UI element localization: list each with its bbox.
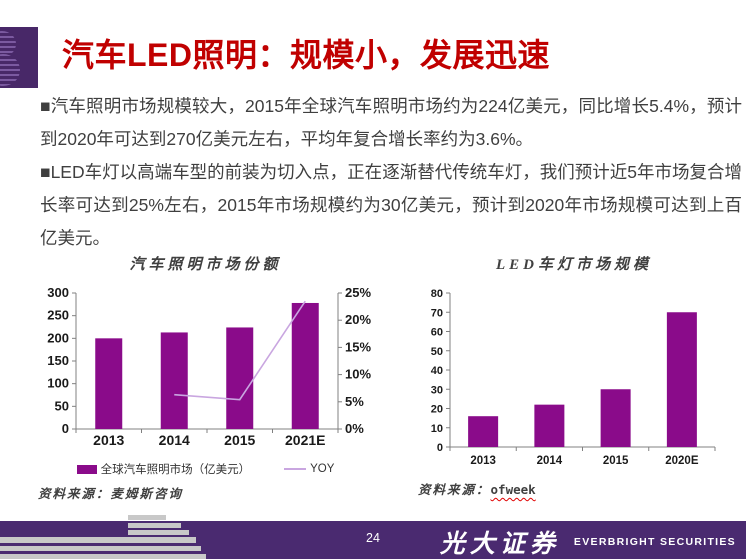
bar-series-swatch-icon <box>76 464 97 474</box>
svg-text:0: 0 <box>62 421 69 436</box>
footer-bar: 24 光大证券 EVERBRIGHT SECURITIES <box>0 515 746 559</box>
chart-title: LED车灯市场规模 <box>495 257 652 273</box>
svg-text:10: 10 <box>431 423 443 435</box>
chart-svg: 0 10 20 30 40 50 60 70 80 2013 2014 2015 2020E <box>431 288 716 467</box>
bar <box>160 332 188 429</box>
source-note: 资料来源：麦姆斯咨询 <box>38 487 184 501</box>
line-series-swatch-icon <box>284 468 307 470</box>
svg-text:15%: 15% <box>345 339 371 354</box>
source-label: 资料来源： <box>418 483 491 497</box>
chart-plot-area: 0 10 20 30 40 50 60 70 80 2013 2014 2015 2020E <box>418 275 730 476</box>
svg-text:2013: 2013 <box>470 455 496 467</box>
bar <box>468 416 499 447</box>
body-text: ■汽车照明市场规模较大，2015年全球汽车照明市场约为224亿美元，同比增长5.… <box>40 90 742 254</box>
svg-text:50: 50 <box>55 398 69 413</box>
svg-text:2013: 2013 <box>93 432 124 448</box>
brand-name-chinese: 光大证券 <box>439 531 560 558</box>
svg-text:5%: 5% <box>345 394 364 409</box>
brand-name-english: EVERBRIGHT SECURITIES <box>573 536 736 548</box>
chart-led-lamp-market: LED车灯市场规模 0 10 20 30 40 50 60 70 80 2013 2014 2015 2… <box>418 253 730 498</box>
source-value: ofweek <box>490 482 536 497</box>
svg-text:10%: 10% <box>345 367 371 382</box>
footer-steps-logo <box>128 515 166 520</box>
bullet-paragraph: ■LED车灯以高端车型的前装为切入点，正在逐渐替代传统车灯，我们预计近5年市场复… <box>40 161 742 248</box>
svg-text:250: 250 <box>47 308 69 323</box>
svg-text:300: 300 <box>47 285 69 300</box>
svg-text:2020E: 2020E <box>665 455 699 467</box>
svg-text:25%: 25% <box>345 285 371 300</box>
svg-text:40: 40 <box>431 365 443 377</box>
svg-text:60: 60 <box>431 327 443 339</box>
chart-svg: 0 50 100 150 200 250 300 0% 5% 10% 15% 20% 25% 2013 20… <box>47 285 371 448</box>
svg-text:70: 70 <box>431 307 443 319</box>
legend-label: 全球汽车照明市场（亿美元） <box>100 464 251 476</box>
footer-steps-logo <box>0 537 196 543</box>
brand-logo: 光大证券 EVERBRIGHT SECURITIES <box>440 524 736 559</box>
svg-text:0: 0 <box>437 442 443 454</box>
bar <box>291 302 319 429</box>
footer-steps-logo <box>128 530 189 535</box>
svg-text:2015: 2015 <box>603 455 629 467</box>
bar <box>534 404 565 447</box>
legend-item: YOY <box>284 463 334 475</box>
source-note: 资料来源：ofweek <box>418 479 730 498</box>
footer-steps-logo <box>128 523 181 528</box>
bar <box>666 312 697 447</box>
chart-legend: 全球汽车照明市场（亿美元） YOY <box>38 462 373 476</box>
footer-steps-logo <box>0 554 206 559</box>
legend-label: YOY <box>310 463 335 475</box>
svg-text:20: 20 <box>431 404 443 416</box>
chart-title: 汽车照明市场份额 <box>129 257 282 273</box>
svg-text:2021E: 2021E <box>285 432 325 448</box>
svg-text:0%: 0% <box>345 421 364 436</box>
line-series <box>174 300 306 401</box>
page-title: 汽车LED照明：规模小，发展迅速 <box>62 37 551 73</box>
chart-plot-area: 0 50 100 150 200 250 300 0% 5% 10% 15% 20% 25% 2013 20… <box>38 275 373 455</box>
svg-text:50: 50 <box>431 346 443 358</box>
svg-text:200: 200 <box>47 330 69 345</box>
logo-stripe-circle-icon <box>0 54 20 86</box>
bar <box>600 389 631 447</box>
corner-logo <box>0 27 38 88</box>
svg-text:2014: 2014 <box>159 432 190 448</box>
svg-text:80: 80 <box>431 288 443 300</box>
logo-stripe-circle-icon <box>0 31 16 57</box>
svg-text:150: 150 <box>47 353 69 368</box>
svg-text:20%: 20% <box>345 312 371 327</box>
page-number: 24 <box>366 531 380 545</box>
footer-steps-logo <box>0 546 201 551</box>
bullet-paragraph: ■汽车照明市场规模较大，2015年全球汽车照明市场约为224亿美元，同比增长5.… <box>40 96 742 149</box>
bar <box>95 338 123 429</box>
bar <box>226 327 254 429</box>
svg-text:2014: 2014 <box>537 455 563 467</box>
legend-item: 全球汽车照明市场（亿美元） <box>76 461 251 477</box>
chart-auto-lighting-market: 汽车照明市场份额 0 50 100 150 200 250 300 0% 5% 10% 15% 20%… <box>38 253 373 502</box>
svg-text:100: 100 <box>47 376 69 391</box>
svg-text:2015: 2015 <box>224 432 255 448</box>
svg-text:30: 30 <box>431 384 443 396</box>
